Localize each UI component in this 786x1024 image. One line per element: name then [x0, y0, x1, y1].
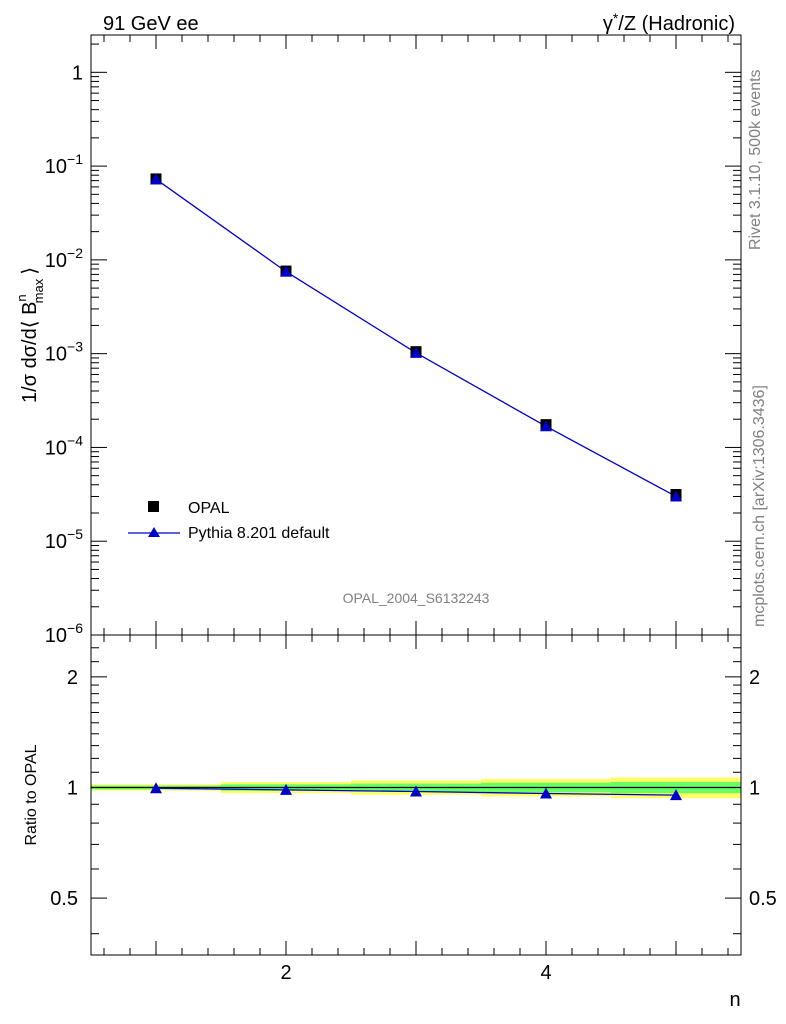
y-tick-label-main: 1 — [72, 62, 83, 84]
y-tick-label-main: 10−4 — [45, 432, 83, 459]
pythia-point — [540, 420, 552, 432]
ratio-pythia-point — [150, 782, 162, 794]
ratio-pythia-point — [410, 785, 422, 797]
main-plot-marks — [150, 173, 682, 502]
y-tick-label-ratio-right: 2 — [749, 667, 760, 689]
y-tick-label-ratio-right: 1 — [749, 777, 760, 799]
ratio-pythia-point — [670, 789, 682, 801]
y-tick-label-main: 10−1 — [45, 151, 83, 178]
main-frame — [90, 34, 742, 636]
y-axis-title-ratio: Ratio to OPAL — [23, 744, 40, 845]
svg-text:mcplots.cern.ch [arXiv:1306.34: mcplots.cern.ch [arXiv:1306.3436] — [751, 385, 768, 627]
svg-text:Rivet 3.1.10, 500k events: Rivet 3.1.10, 500k events — [747, 69, 764, 250]
x-tick-label: 2 — [280, 962, 291, 984]
mcplots-label: mcplots.cern.ch [arXiv:1306.3436] — [751, 385, 768, 627]
y-tick-label-main: 10−3 — [45, 339, 83, 366]
header-right: γ*/Z (Hadronic) — [603, 10, 735, 35]
x-tick-label: 4 — [540, 962, 551, 984]
header-left: 91 GeV ee — [103, 13, 199, 35]
legend-marker-pythia — [148, 527, 160, 537]
pythia-point — [410, 346, 422, 358]
y-axis-title-main: 1/σ dσ/d⟨ Bn max⟩ — [14, 267, 46, 403]
legend-label-opal: OPAL — [188, 500, 230, 517]
ratio-pythia-point — [540, 787, 552, 799]
y-tick-label-ratio-right: 0.5 — [749, 888, 777, 910]
y-tick-label-ratio-left: 2 — [67, 667, 78, 689]
axes — [90, 34, 742, 956]
rivet-version-label: Rivet 3.1.10, 500k events — [747, 69, 764, 250]
y-tick-label-ratio-left: 1 — [67, 777, 78, 799]
pythia-point — [150, 173, 162, 185]
pythia-point — [280, 265, 292, 277]
legend-marker-opal — [148, 501, 159, 512]
y-tick-label-main: 10−6 — [45, 620, 83, 647]
y-tick-label-ratio-left: 0.5 — [50, 888, 78, 910]
ratio-plot-marks — [150, 782, 682, 801]
pythia-point — [670, 490, 682, 502]
legend-label-pythia: Pythia 8.201 default — [188, 525, 330, 542]
x-axis-title: n — [729, 989, 740, 1011]
analysis-id: OPAL_2004_S6132243 — [343, 590, 490, 606]
y-tick-label-main: 10−5 — [45, 526, 83, 553]
y-tick-label-main: 10−2 — [45, 245, 83, 272]
tick-labels: 1 10−1 10−2 10−3 10−4 10−5 10−6 2 2 1 1 0.5 0.5 2 4 — [45, 62, 777, 984]
legend: OPAL Pythia 8.201 default — [128, 500, 330, 542]
pythia-line — [155, 178, 677, 498]
svg-text:Ratio to OPAL: Ratio to OPAL — [23, 744, 40, 845]
ratio-pythia-point — [280, 783, 292, 795]
